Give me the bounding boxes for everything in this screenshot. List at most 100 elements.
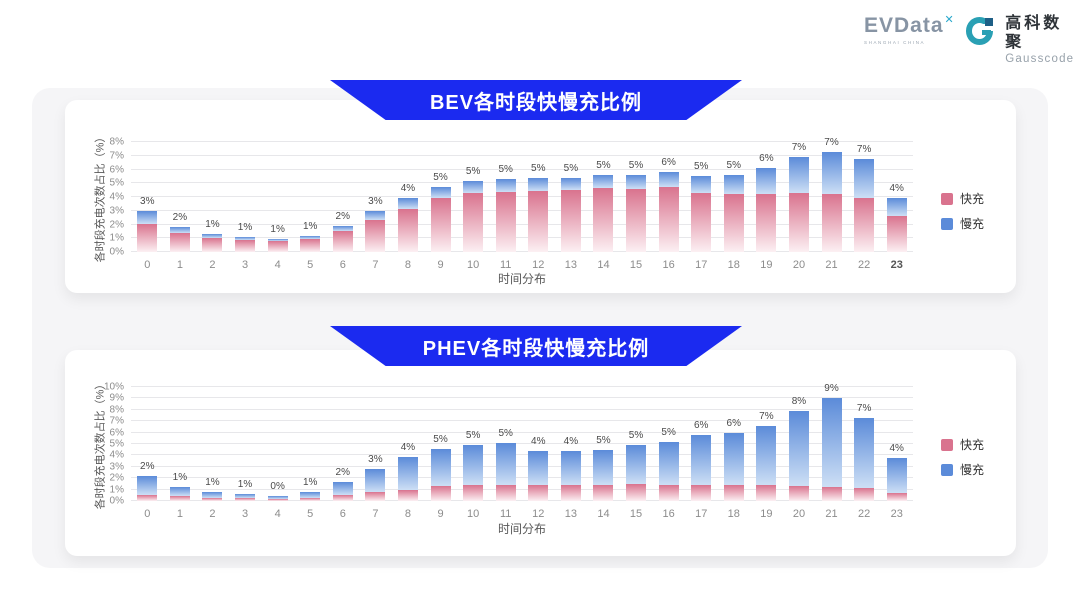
x-tick-label: 18 [727,259,740,271]
bar-hour-22 [854,417,875,501]
segment-fast [723,194,744,252]
bar-value-label: 7% [824,136,839,148]
x-tick-label: 8 [404,259,412,271]
x-tick-label: 13 [564,508,577,520]
segment-fast [626,483,647,501]
bar-hour-22 [854,158,875,252]
phev-x-axis-title: 时间分布 [497,522,546,536]
y-tick-label: 3% [109,205,124,217]
x-tick-label: 15 [629,259,643,271]
segment-slow [332,481,353,496]
x-tick-label: 4 [274,508,281,520]
segment-slow [397,456,418,490]
segment-slow [756,425,777,486]
grid-line [131,397,913,399]
segment-slow [560,450,581,486]
x-tick-label: 0 [144,508,151,520]
segment-slow [756,168,777,195]
bar-hour-19 [756,168,777,252]
bar-value-label: 5% [693,161,709,173]
phev-legend: 快充 慢充 [941,436,984,478]
segment-fast [756,194,777,252]
segment-fast [332,231,353,252]
segment-slow [365,211,386,221]
y-tick-label: 0% [109,495,124,507]
bar-value-label: 3% [368,454,383,466]
bar-value-label: 5% [465,166,481,178]
phev-chart: 各时段充电次数占比（%） 0% 1% 2% 3% 4% 5% 6% 7% 8% 9% 10% 2% 0 1… [65,350,1016,556]
segment-slow [267,495,288,499]
bev-x-axis-title: 时间分布 [497,272,546,286]
bar-value-label: 1% [270,223,285,235]
x-tick-label: 22 [858,508,871,520]
bar-value-label: 2% [140,460,155,472]
x-tick-label: 18 [727,508,740,520]
segment-slow [235,493,256,499]
grid-line [131,168,913,170]
bev-chart-title: BEV各时段快慢充比例 [429,91,643,114]
y-tick-label: 6% [109,427,124,439]
x-tick-label: 23 [890,508,903,520]
bev-chart-card: 各时段充电次数占比（%） 0% 1% 2% 3% 4% 5% 6% 7% 8% 3% 0 2% 1 1% 2… [65,100,1016,293]
segment-slow [528,178,549,191]
bar-value-label: 7% [856,402,872,414]
bar-hour-4 [267,238,288,252]
y-tick-label: 7% [109,415,124,427]
segment-slow [463,445,484,486]
legend-item-fast: 快充 [941,190,984,207]
segment-slow [854,417,875,489]
phev-chart-title: PHEV各时段快慢充比例 [422,337,650,360]
bar-value-label: 5% [726,160,742,171]
y-tick-label: 3% [109,461,124,473]
segment-fast [300,238,321,252]
bar-hour-0 [137,475,158,501]
bar-hour-7 [365,469,386,501]
segment-fast [821,487,842,501]
legend-swatch-slow [941,217,953,230]
segment-fast [430,198,451,252]
grid-line [131,477,913,479]
bar-value-label: 5% [596,160,611,171]
bar-hour-14 [593,449,614,501]
segment-slow [300,491,321,498]
segment-slow [300,235,321,239]
y-tick-label: 6% [109,164,124,175]
bar-hour-15 [626,175,647,252]
segment-slow [723,175,744,195]
y-tick-label: 2% [109,472,124,484]
x-tick-label: 23 [890,259,903,271]
bar-value-label: 5% [531,163,546,175]
bar-hour-11 [495,442,516,501]
segment-slow [202,234,223,239]
bar-value-label: 7% [759,410,774,422]
segment-fast [397,489,418,501]
segment-slow [430,187,451,199]
legend-swatch-fast [941,192,953,205]
bar-hour-20 [788,157,809,252]
legend-item-slow: 慢充 [941,461,984,478]
bev-chart: 各时段充电次数占比（%） 0% 1% 2% 3% 4% 5% 6% 7% 8% 3% 0 2% 1 1% 2… [65,100,1016,293]
x-tick-label: 22 [858,259,871,271]
x-tick-label: 1 [176,508,183,520]
bar-hour-1 [169,487,190,501]
segment-fast [267,241,288,252]
grid-line [131,223,913,225]
bar-value-label: 4% [563,435,579,447]
y-tick-label: 1% [109,232,124,244]
segment-fast [658,187,679,252]
y-tick-label: 4% [109,191,124,203]
bar-hour-17 [691,176,712,252]
bar-value-label: 5% [498,427,513,439]
segment-slow [821,398,842,488]
segment-fast [365,220,386,252]
bar-hour-15 [626,445,647,501]
legend-swatch-slow [941,463,953,476]
segment-slow [397,197,418,210]
x-tick-label: 11 [499,259,512,271]
grid-line [131,386,913,387]
bar-value-label: 9% [824,383,839,395]
segment-slow [626,445,647,484]
x-tick-label: 14 [597,259,610,271]
bar-value-label: 7% [856,143,872,155]
segment-fast [788,192,809,252]
